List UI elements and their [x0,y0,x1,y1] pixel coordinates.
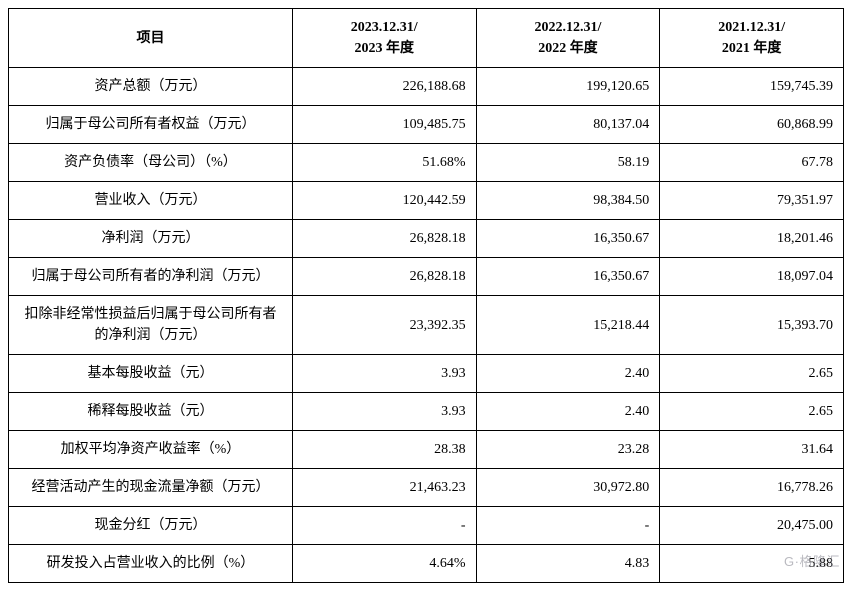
col-header-item: 项目 [9,9,293,68]
row-label: 营业收入（万元） [9,182,293,220]
row-label: 研发投入占营业收入的比例（%） [9,545,293,583]
row-label: 归属于母公司所有者的净利润（万元） [9,258,293,296]
table-row: 扣除非经常性损益后归属于母公司所有者的净利润（万元）23,392.3515,21… [9,296,844,355]
row-value: 15,218.44 [476,296,660,355]
row-label: 净利润（万元） [9,220,293,258]
row-value: 4.83 [476,545,660,583]
row-value: 3.93 [292,355,476,393]
table-row: 营业收入（万元）120,442.5998,384.5079,351.97 [9,182,844,220]
row-label: 经营活动产生的现金流量净额（万元） [9,469,293,507]
row-value: 28.38 [292,431,476,469]
row-value: 199,120.65 [476,68,660,106]
row-value: 18,201.46 [660,220,844,258]
row-value: 18,097.04 [660,258,844,296]
col-header-2022: 2022.12.31/2022 年度 [476,9,660,68]
row-value: 26,828.18 [292,258,476,296]
row-value: 98,384.50 [476,182,660,220]
row-value: 4.64% [292,545,476,583]
row-value: 51.68% [292,144,476,182]
row-value: 159,745.39 [660,68,844,106]
table-row: 经营活动产生的现金流量净额（万元）21,463.2330,972.8016,77… [9,469,844,507]
table-row: 资产总额（万元）226,188.68199,120.65159,745.39 [9,68,844,106]
row-label: 现金分红（万元） [9,507,293,545]
table-row: 基本每股收益（元）3.932.402.65 [9,355,844,393]
row-label: 稀释每股收益（元） [9,393,293,431]
row-value: 23,392.35 [292,296,476,355]
row-value: 109,485.75 [292,106,476,144]
table-body: 资产总额（万元）226,188.68199,120.65159,745.39归属… [9,68,844,583]
table-row: 研发投入占营业收入的比例（%）4.64%4.835.88 [9,545,844,583]
row-value: 2.65 [660,393,844,431]
row-value: 16,350.67 [476,220,660,258]
row-label: 归属于母公司所有者权益（万元） [9,106,293,144]
row-value: 3.93 [292,393,476,431]
row-value: - [292,507,476,545]
col-header-2021: 2021.12.31/2021 年度 [660,9,844,68]
row-value: 120,442.59 [292,182,476,220]
row-value: 226,188.68 [292,68,476,106]
row-value: 15,393.70 [660,296,844,355]
row-value: 58.19 [476,144,660,182]
table-row: 稀释每股收益（元）3.932.402.65 [9,393,844,431]
table-header-row: 项目 2023.12.31/2023 年度 2022.12.31/2022 年度… [9,9,844,68]
row-value: 60,868.99 [660,106,844,144]
table-row: 归属于母公司所有者权益（万元）109,485.7580,137.0460,868… [9,106,844,144]
row-value: 21,463.23 [292,469,476,507]
row-value: 2.65 [660,355,844,393]
row-label: 扣除非经常性损益后归属于母公司所有者的净利润（万元） [9,296,293,355]
row-value: 20,475.00 [660,507,844,545]
row-value: 67.78 [660,144,844,182]
financial-table: 项目 2023.12.31/2023 年度 2022.12.31/2022 年度… [8,8,844,583]
row-value: 23.28 [476,431,660,469]
row-label: 加权平均净资产收益率（%） [9,431,293,469]
row-label: 基本每股收益（元） [9,355,293,393]
table-row: 加权平均净资产收益率（%）28.3823.2831.64 [9,431,844,469]
table-row: 现金分红（万元）--20,475.00 [9,507,844,545]
row-value: 80,137.04 [476,106,660,144]
row-value: 30,972.80 [476,469,660,507]
row-value: 16,350.67 [476,258,660,296]
row-value: 31.64 [660,431,844,469]
row-value: 16,778.26 [660,469,844,507]
table-row: 资产负债率（母公司）（%）51.68%58.1967.78 [9,144,844,182]
table-row: 归属于母公司所有者的净利润（万元）26,828.1816,350.6718,09… [9,258,844,296]
row-value: 2.40 [476,393,660,431]
watermark-text: G·格隆汇 [784,551,840,570]
row-label: 资产负债率（母公司）（%） [9,144,293,182]
table-row: 净利润（万元）26,828.1816,350.6718,201.46 [9,220,844,258]
row-label: 资产总额（万元） [9,68,293,106]
row-value: 79,351.97 [660,182,844,220]
row-value: 26,828.18 [292,220,476,258]
col-header-2023: 2023.12.31/2023 年度 [292,9,476,68]
row-value: - [476,507,660,545]
row-value: 2.40 [476,355,660,393]
